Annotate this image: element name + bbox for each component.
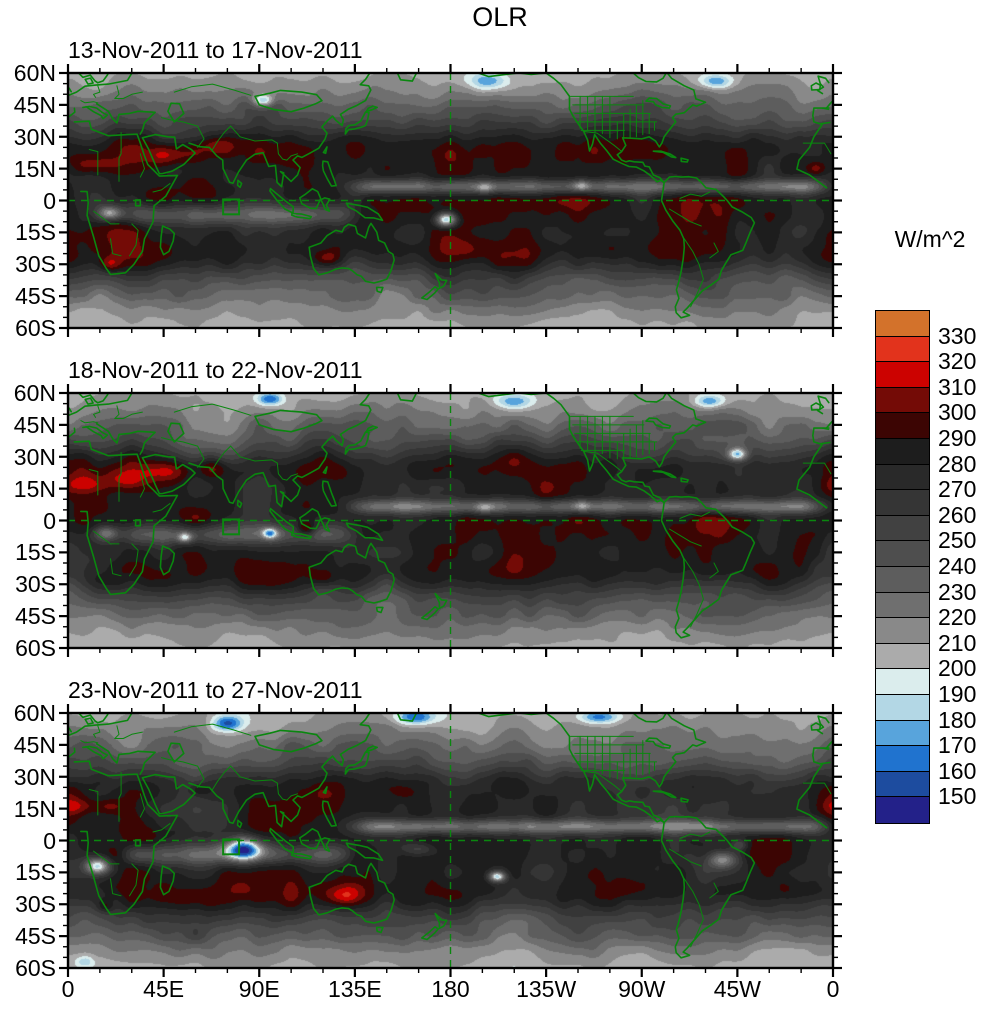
colorbar-cell xyxy=(876,515,929,542)
colorbar-cell xyxy=(876,771,929,798)
colorbar-tick-label: 180 xyxy=(938,706,977,733)
panel-1-title: 13-Nov-2011 to 17-Nov-2011 xyxy=(68,37,363,63)
panel-3-title: 23-Nov-2011 to 27-Nov-2011 xyxy=(68,677,363,703)
colorbar-cell xyxy=(876,438,929,465)
panel-3-lat-axis: 60N 45N 30N 15N 0 15S 30S 45S 60S xyxy=(0,700,58,981)
colorbar-tick-label: 290 xyxy=(938,425,977,451)
colorbar-cell xyxy=(876,541,929,567)
lat-tick-label: 60N xyxy=(13,700,56,726)
lat-tick-label: 60S xyxy=(15,315,56,341)
colorbar-tick-label: 230 xyxy=(938,578,977,605)
colorbar-tick-label: 280 xyxy=(938,450,977,477)
lat-tick-label: 30S xyxy=(15,251,56,278)
lon-tick-label: 135E xyxy=(328,976,382,1002)
lon-axis: 0 45E 90E 135E 180 135W 90W 45W 0 xyxy=(62,974,840,1006)
lat-tick-label: 15N xyxy=(13,475,56,502)
panel-2-overlay xyxy=(59,384,842,657)
colorbar-tick-label: 190 xyxy=(938,681,977,707)
colorbar-tick-label: 300 xyxy=(938,399,977,426)
lat-tick-label: 45N xyxy=(13,411,56,438)
colorbar xyxy=(875,310,930,824)
figure-title: OLR xyxy=(472,2,528,32)
lat-tick-label: 30S xyxy=(15,891,56,918)
colorbar-cell xyxy=(876,618,929,644)
colorbar-cell xyxy=(876,746,929,772)
panel-1-lat-axis: 60N 45N 30N 15N 0 15S 30S 45S 60S xyxy=(0,60,58,341)
colorbar-tick-label: 330 xyxy=(938,322,977,349)
lat-tick-label: 15N xyxy=(13,155,56,182)
lat-tick-label: 60S xyxy=(15,955,56,981)
panel-2-map xyxy=(56,381,845,660)
colorbar-tick-label: 200 xyxy=(938,655,977,682)
colorbar-cell xyxy=(876,720,929,747)
colorbar-tick-label: 240 xyxy=(938,553,977,579)
panel-3-map xyxy=(56,701,845,980)
colorbar-cell xyxy=(876,669,929,695)
lat-tick-label: 60N xyxy=(13,60,56,86)
lon-tick-label: 180 xyxy=(431,976,470,1002)
colorbar-cell xyxy=(876,694,929,721)
colorbar-cell xyxy=(876,336,929,363)
lat-tick-label: 45S xyxy=(15,283,56,310)
panel-2-lat-axis: 60N 45N 30N 15N 0 15S 30S 45S 60S xyxy=(0,380,58,661)
colorbar-tick-label: 170 xyxy=(938,732,977,759)
colorbar-cell xyxy=(876,413,929,439)
colorbar-tick-label: 320 xyxy=(938,348,977,375)
lat-tick-label: 60N xyxy=(13,380,56,406)
lat-tick-label: 60S xyxy=(15,635,56,661)
colorbar-tick-labels: 330 320 310 300 290 280 270 260 250 240 230 220 210 2… xyxy=(938,310,983,822)
colorbar-tick-label: 220 xyxy=(938,604,977,631)
colorbar-tick-label: 150 xyxy=(938,783,977,810)
lon-tick-label: 90E xyxy=(238,976,280,1002)
colorbar-tick-label: 210 xyxy=(938,629,977,656)
colorbar-units-label: W/m^2 xyxy=(894,226,966,252)
colorbar-tick-label: 260 xyxy=(938,501,977,528)
lon-tick-label: 45W xyxy=(713,976,762,1002)
colorbar-cell xyxy=(876,592,929,619)
panel-2-title: 18-Nov-2011 to 22-Nov-2011 xyxy=(68,357,363,383)
lat-tick-label: 45N xyxy=(13,91,56,118)
lon-tick-label: 135W xyxy=(516,976,577,1002)
colorbar-cell xyxy=(876,566,929,593)
colorbar-cell xyxy=(876,362,929,388)
panel-3-overlay xyxy=(59,704,842,977)
lat-tick-label: 30S xyxy=(15,571,56,598)
lon-tick-label: 0 xyxy=(61,976,75,1002)
lat-tick-label: 0 xyxy=(43,187,56,214)
lon-tick-label: 45E xyxy=(143,976,185,1002)
colorbar-cell xyxy=(876,311,929,337)
colorbar-tick-label: 160 xyxy=(938,757,977,784)
lat-tick-label: 45S xyxy=(15,603,56,630)
colorbar-cell xyxy=(876,643,929,670)
colorbar-cell xyxy=(876,464,929,491)
colorbar-tick-label: 250 xyxy=(938,527,977,554)
colorbar-cell xyxy=(876,490,929,516)
lat-tick-label: 15S xyxy=(15,859,56,886)
lat-tick-label: 30N xyxy=(13,763,56,790)
lat-tick-label: 30N xyxy=(13,123,56,150)
colorbar-cell xyxy=(876,387,929,414)
lat-tick-label: 0 xyxy=(43,827,56,854)
lat-tick-label: 45N xyxy=(13,731,56,758)
colorbar-cell xyxy=(876,797,929,823)
panel-1-overlay xyxy=(59,64,842,337)
lat-tick-label: 0 xyxy=(43,507,56,534)
lat-tick-label: 30N xyxy=(13,443,56,470)
lon-tick-label: 0 xyxy=(826,976,840,1002)
lon-tick-label: 90W xyxy=(618,976,666,1002)
lat-tick-label: 15S xyxy=(15,219,56,246)
colorbar-tick-label: 270 xyxy=(938,476,977,503)
lat-tick-label: 45S xyxy=(15,923,56,950)
lat-tick-label: 15S xyxy=(15,539,56,566)
colorbar-tick-label: 310 xyxy=(938,373,977,400)
panel-1-map xyxy=(56,61,845,340)
lat-tick-label: 15N xyxy=(13,795,56,822)
